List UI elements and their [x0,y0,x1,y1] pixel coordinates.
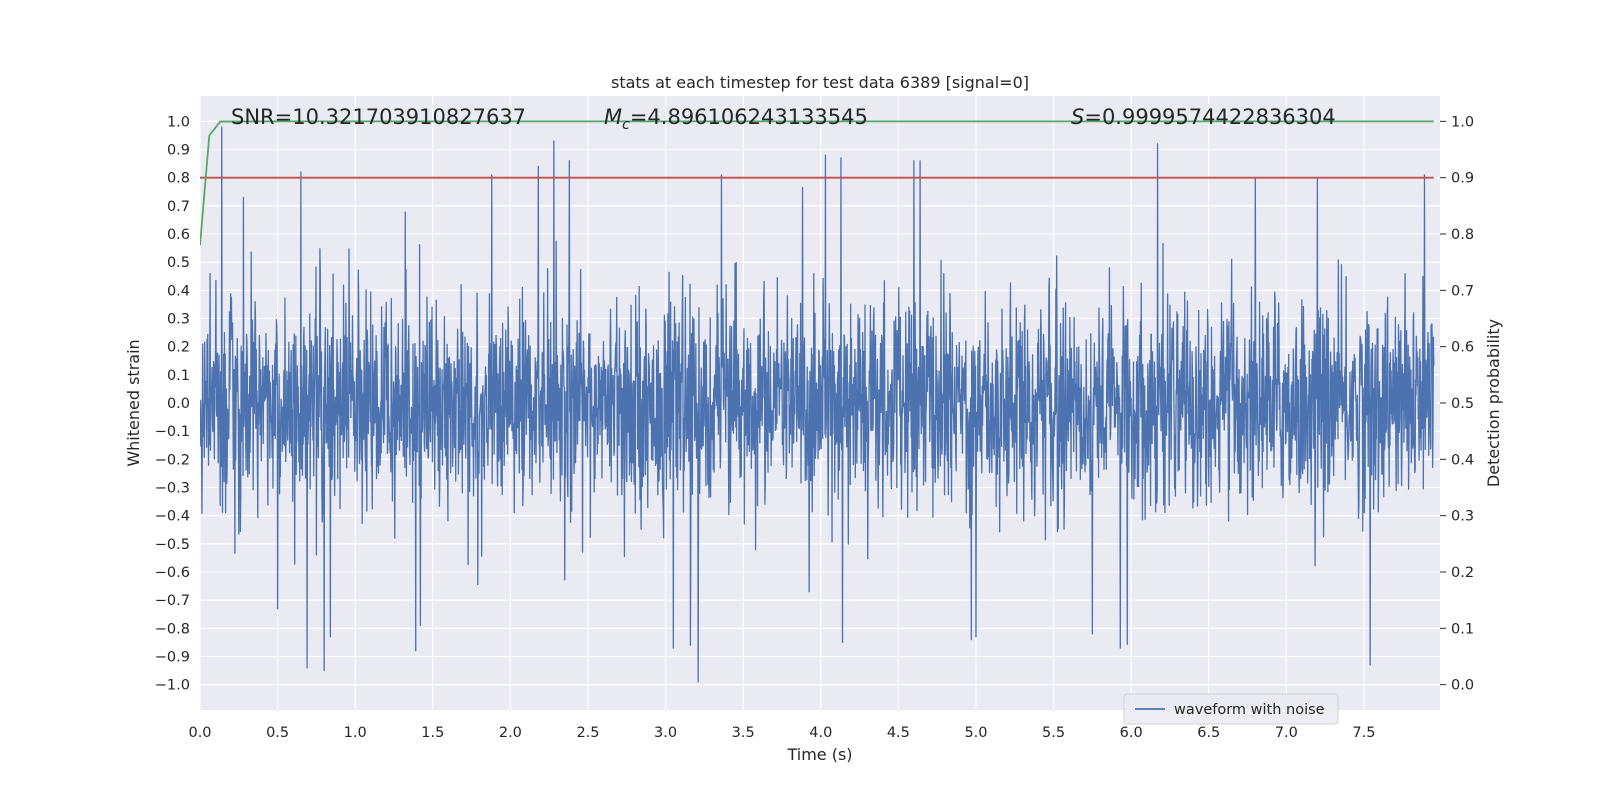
waveform-line [200,126,1435,683]
y-tick-label: −0.9 [155,649,190,665]
x-tick-label: 0.5 [266,725,289,741]
y-tick-label: −0.2 [155,452,190,468]
x-tick-label: 1.5 [421,725,444,741]
x-tick-label: 5.5 [1042,725,1065,741]
x-tick-label: 5.0 [964,725,987,741]
y2-tick-label: 0.9 [1451,171,1474,187]
chirp-mass-annotation: Mc=4.896106243133545 [604,105,868,133]
y2-axis-label: Detection probability [1484,319,1503,487]
y2-tick-label: 0.1 [1451,621,1474,637]
y-tick-label: −0.8 [155,621,190,637]
x-tick-label: 7.0 [1275,725,1298,741]
legend-label-waveform: waveform with noise [1174,702,1325,718]
x-tick-label: 2.0 [499,725,522,741]
x-tick-label: 2.5 [576,725,599,741]
y-tick-label: 0.3 [167,312,190,328]
y-tick-label: 1.0 [167,114,190,130]
y-tick-label: 0.1 [167,368,190,384]
detection-score-annotation: S=0.9999574422836304 [1071,105,1336,129]
y2-tick-label: 0.2 [1451,565,1474,581]
x-tick-label: 0.0 [188,725,211,741]
chart-title: stats at each timestep for test data 638… [611,73,1029,92]
y2-tick-label: 0.4 [1451,452,1474,468]
chirp-mass-subscript: c [622,117,630,133]
detection-score-value: =0.9999574422836304 [1084,105,1335,129]
y-tick-label: −0.6 [155,565,190,581]
chirp-mass-symbol: M [604,105,622,129]
y-tick-label: 0.0 [167,396,190,412]
y2-tick-label: 1.0 [1451,114,1474,130]
x-tick-label: 4.0 [809,725,832,741]
probability-series [200,120,1434,246]
left-axis: 1.0 0.9 0.8 0.7 0.6 0.5 0.4 0.3 0.2 0.1 0.0 −0.1 −0.… [155,114,190,693]
y-tick-label: 0.5 [167,255,190,271]
y2-tick-label: 0.8 [1451,227,1474,243]
y-tick-label: −0.1 [155,424,190,440]
x-tick-label: 3.0 [654,725,677,741]
x-axis-label: Time (s) [786,745,852,764]
y-axis-label: Whitened strain [124,339,143,466]
snr-annotation: SNR=10.321703910827637 [231,105,526,129]
y-tick-label: 0.4 [167,283,190,299]
x-tick-label: 6.0 [1120,725,1143,741]
y-tick-label: −1.0 [155,678,190,694]
x-axis: 0.0 0.5 1.0 1.5 2.0 2.5 3.0 3.5 4.0 4.5 5.0 5.5 6.0 6… [188,725,1375,741]
waveform-series [200,126,1435,683]
legend-box [1123,693,1339,725]
x-tick-label: 7.5 [1352,725,1375,741]
y-tick-label: 0.9 [167,143,190,159]
y2-tick-label: 0.7 [1451,283,1474,299]
y-tick-label: −0.3 [155,480,190,496]
x-tick-label: 6.5 [1197,725,1220,741]
x-tick-label: 1.0 [344,725,367,741]
y2-tick-label: 0.5 [1451,396,1474,412]
chirp-mass-value: =4.896106243133545 [630,105,868,129]
y2-tick-label: 0.0 [1451,678,1474,694]
y2-tick-label: 0.3 [1451,509,1474,525]
right-axis: 1.0 0.9 0.8 0.7 0.6 0.5 0.4 0.3 0.2 0.1 0.0 [1440,114,1474,694]
detection-probability-line [200,120,1434,246]
detection-score-symbol: S [1071,105,1084,129]
y-tick-label: −0.4 [155,509,190,525]
y-tick-label: 0.7 [167,199,190,215]
x-tick-label: 4.5 [887,725,910,741]
y-tick-label: −0.7 [155,593,190,609]
y-tick-label: 0.8 [167,171,190,187]
legend: waveform with noise [1123,693,1339,725]
x-tick-label: 3.5 [732,725,755,741]
y-tick-label: 0.6 [167,227,190,243]
y-tick-label: 0.2 [167,340,190,356]
y-tick-label: −0.5 [155,537,190,553]
y2-tick-label: 0.6 [1451,340,1474,356]
